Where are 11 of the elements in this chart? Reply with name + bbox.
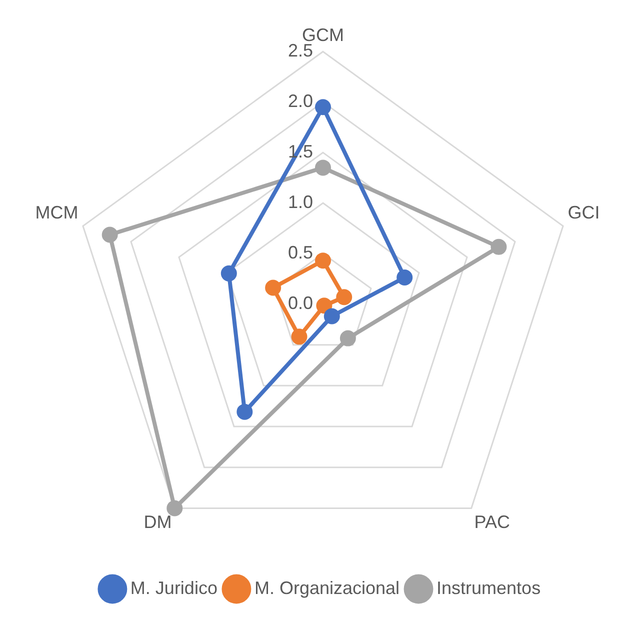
spoke-label: DM — [144, 512, 172, 532]
legend-label: M. Juridico — [130, 578, 218, 598]
y-tick-label: 0.0 — [288, 292, 313, 313]
legend-label: Instrumentos — [436, 578, 541, 598]
spoke-label: GCI — [568, 202, 600, 223]
y-tick-label: 2.0 — [288, 91, 313, 112]
y-tick-label: 0.5 — [288, 242, 313, 262]
y-tick-label: 1.0 — [288, 192, 313, 212]
legend-label: M. Organizacional — [254, 578, 400, 598]
spoke-label: MCM — [35, 202, 78, 223]
spoke-label: PAC — [474, 512, 510, 532]
